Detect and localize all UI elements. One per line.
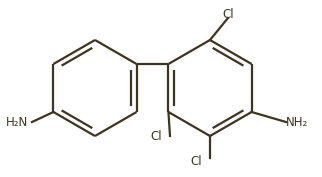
Text: H₂N: H₂N <box>6 116 28 129</box>
Text: Cl: Cl <box>150 130 162 142</box>
Text: Cl: Cl <box>190 155 202 168</box>
Text: NH₂: NH₂ <box>286 116 308 129</box>
Text: Cl: Cl <box>222 8 234 21</box>
